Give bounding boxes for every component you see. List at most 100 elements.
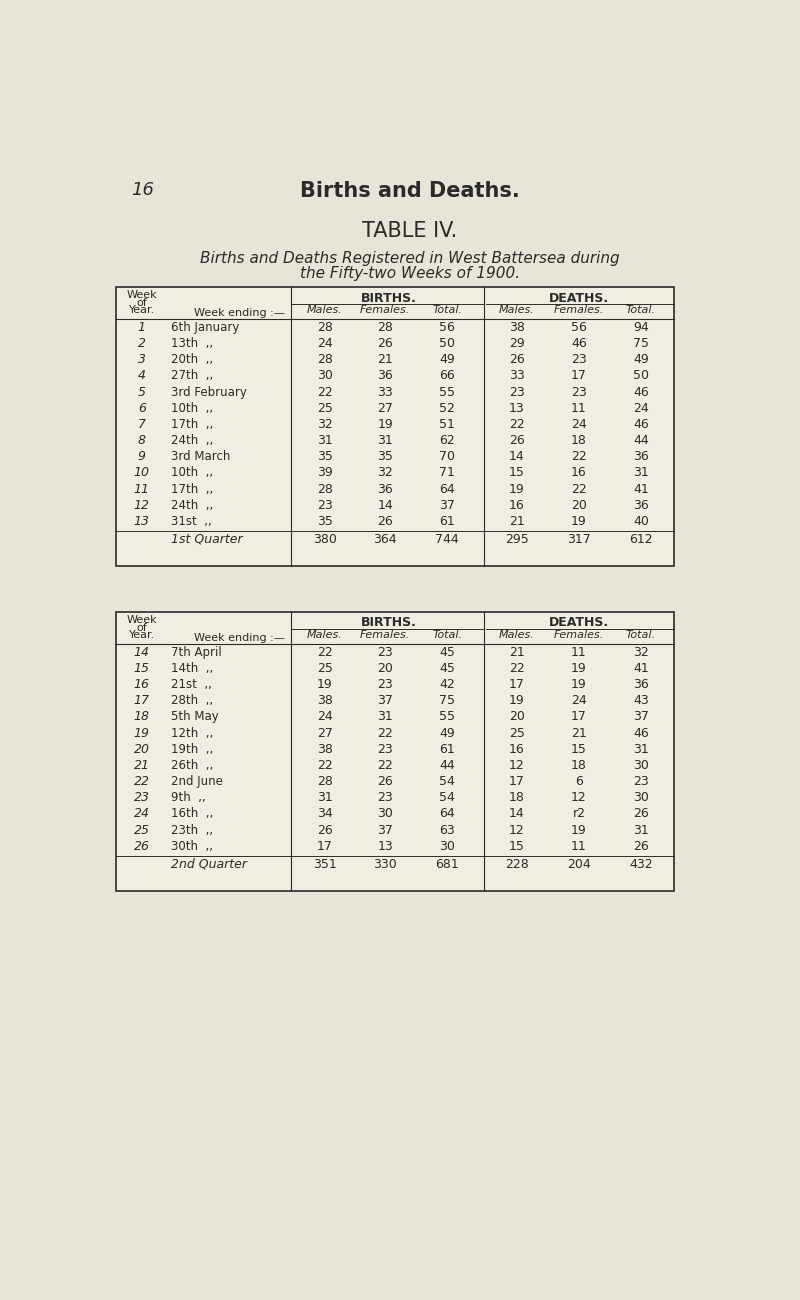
Bar	[115, 612, 674, 890]
Text: 28: 28	[317, 354, 333, 367]
Text: 15: 15	[134, 662, 150, 675]
Text: 1st Quarter: 1st Quarter	[171, 533, 243, 546]
Text: 330: 330	[374, 858, 397, 871]
Text: 9th  ,,: 9th ,,	[171, 792, 206, 805]
Text: 44: 44	[439, 759, 455, 772]
Text: 20: 20	[571, 499, 587, 512]
Text: 18: 18	[571, 759, 587, 772]
Text: Females.: Females.	[554, 306, 604, 316]
Text: 3: 3	[138, 354, 146, 367]
Text: 23: 23	[509, 386, 525, 399]
Text: 24th  ,,: 24th ,,	[171, 499, 214, 512]
Text: 46: 46	[571, 337, 587, 350]
Text: 22: 22	[317, 386, 333, 399]
Text: 11: 11	[571, 840, 587, 853]
Text: 20: 20	[134, 742, 150, 755]
Text: 23: 23	[317, 499, 333, 512]
Text: 21: 21	[509, 646, 525, 659]
Text: 31: 31	[317, 434, 333, 447]
Text: 19: 19	[317, 679, 333, 692]
Text: BIRTHS.: BIRTHS.	[361, 291, 417, 304]
Text: 42: 42	[439, 679, 455, 692]
Text: 19: 19	[509, 694, 525, 707]
Text: 20th  ,,: 20th ,,	[171, 354, 214, 367]
Text: 26: 26	[378, 337, 393, 350]
Text: 21: 21	[509, 515, 525, 528]
Text: 10th  ,,: 10th ,,	[171, 402, 214, 415]
Text: 75: 75	[633, 337, 649, 350]
Text: 10th  ,,: 10th ,,	[171, 467, 214, 480]
Text: 25: 25	[317, 402, 333, 415]
Text: 39: 39	[317, 467, 333, 480]
Text: 23: 23	[378, 646, 393, 659]
Text: 228: 228	[505, 858, 529, 871]
Text: 23: 23	[571, 386, 587, 399]
Text: 28th  ,,: 28th ,,	[171, 694, 214, 707]
Text: DEATHS.: DEATHS.	[549, 616, 609, 629]
Text: 38: 38	[317, 742, 333, 755]
Text: 23: 23	[134, 792, 150, 805]
Text: Females.: Females.	[360, 630, 410, 641]
Bar	[115, 287, 674, 566]
Text: 14th  ,,: 14th ,,	[171, 662, 214, 675]
Text: 19: 19	[378, 417, 393, 430]
Text: 17: 17	[509, 679, 525, 692]
Text: 24: 24	[571, 694, 587, 707]
Text: 24: 24	[633, 402, 649, 415]
Text: Year.: Year.	[129, 306, 155, 316]
Text: 11: 11	[134, 482, 150, 495]
Text: 24: 24	[317, 337, 333, 350]
Text: 364: 364	[374, 533, 397, 546]
Text: 351: 351	[313, 858, 337, 871]
Text: 432: 432	[629, 858, 653, 871]
Text: 31: 31	[378, 434, 393, 447]
Text: 30: 30	[633, 792, 649, 805]
Text: 27: 27	[317, 727, 333, 740]
Text: 17: 17	[509, 775, 525, 788]
Text: 46: 46	[633, 417, 649, 430]
Text: 49: 49	[439, 354, 455, 367]
Text: 62: 62	[439, 434, 455, 447]
Text: 55: 55	[439, 386, 455, 399]
Text: 13: 13	[509, 402, 525, 415]
Text: 16: 16	[571, 467, 587, 480]
Text: 23th  ,,: 23th ,,	[171, 824, 214, 837]
Text: DEATHS.: DEATHS.	[549, 291, 609, 304]
Text: 15: 15	[509, 467, 525, 480]
Text: 52: 52	[439, 402, 455, 415]
Text: 41: 41	[633, 482, 649, 495]
Text: 30th  ,,: 30th ,,	[171, 840, 214, 853]
Text: 26: 26	[633, 807, 649, 820]
Text: 36: 36	[378, 482, 393, 495]
Text: 5th May: 5th May	[171, 710, 219, 723]
Text: 22: 22	[571, 482, 587, 495]
Text: 37: 37	[378, 694, 393, 707]
Text: 12: 12	[571, 792, 587, 805]
Text: 6: 6	[138, 402, 146, 415]
Text: 11: 11	[571, 646, 587, 659]
Text: Females.: Females.	[554, 630, 604, 641]
Text: 35: 35	[317, 450, 333, 463]
Text: Week: Week	[126, 290, 157, 300]
Text: 61: 61	[439, 515, 455, 528]
Text: 55: 55	[439, 710, 455, 723]
Text: 14: 14	[509, 807, 525, 820]
Text: 36: 36	[633, 450, 649, 463]
Text: 30: 30	[439, 840, 455, 853]
Text: 24th  ,,: 24th ,,	[171, 434, 214, 447]
Text: 12: 12	[134, 499, 150, 512]
Text: 16: 16	[134, 679, 150, 692]
Text: the Fifty-two Weeks of 1900.: the Fifty-two Weeks of 1900.	[300, 266, 520, 281]
Text: 11: 11	[571, 402, 587, 415]
Text: 13th  ,,: 13th ,,	[171, 337, 214, 350]
Text: 64: 64	[439, 807, 455, 820]
Text: 13: 13	[378, 840, 393, 853]
Text: 37: 37	[439, 499, 455, 512]
Text: Births and Deaths.: Births and Deaths.	[300, 181, 520, 200]
Text: of: of	[137, 623, 147, 633]
Text: Total.: Total.	[626, 306, 656, 316]
Text: 51: 51	[439, 417, 455, 430]
Text: 681: 681	[435, 858, 459, 871]
Text: 17: 17	[317, 840, 333, 853]
Text: 75: 75	[439, 694, 455, 707]
